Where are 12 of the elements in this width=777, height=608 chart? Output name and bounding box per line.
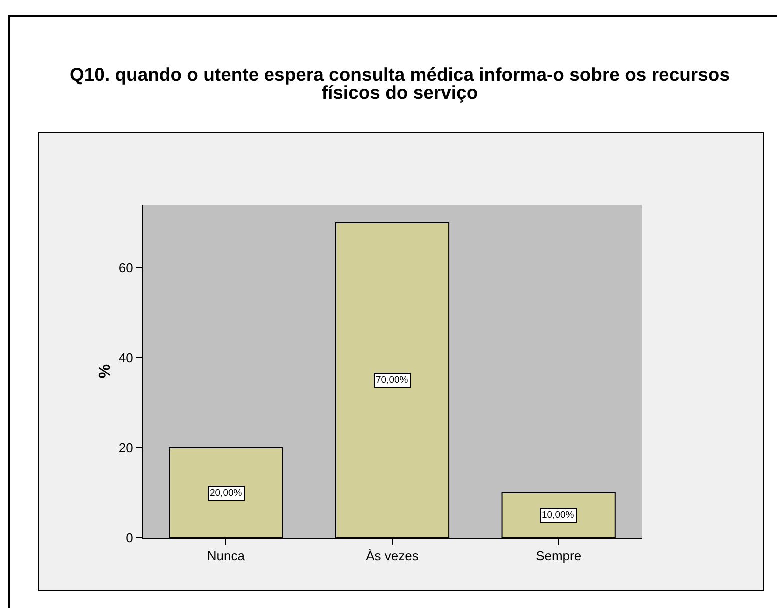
data-label: 20,00% [210, 488, 243, 499]
data-label: 10,00% [542, 510, 575, 521]
chart-title: Q10. quando o utente espera consulta médica informa-o sobre os recursos físicos do serviço [68, 64, 731, 103]
y-tick-label: 0 [126, 530, 134, 546]
y-tick-label: 60 [118, 260, 134, 276]
x-tick-label: Nunca [207, 548, 246, 564]
y-tick-label: 20 [118, 440, 134, 456]
y-tick-label: 40 [118, 350, 134, 366]
data-label: 70,00% [376, 375, 409, 386]
x-tick-label: Às vezes [366, 548, 420, 564]
x-tick-label: Sempre [536, 548, 582, 564]
y-axis-title: % [96, 364, 114, 379]
